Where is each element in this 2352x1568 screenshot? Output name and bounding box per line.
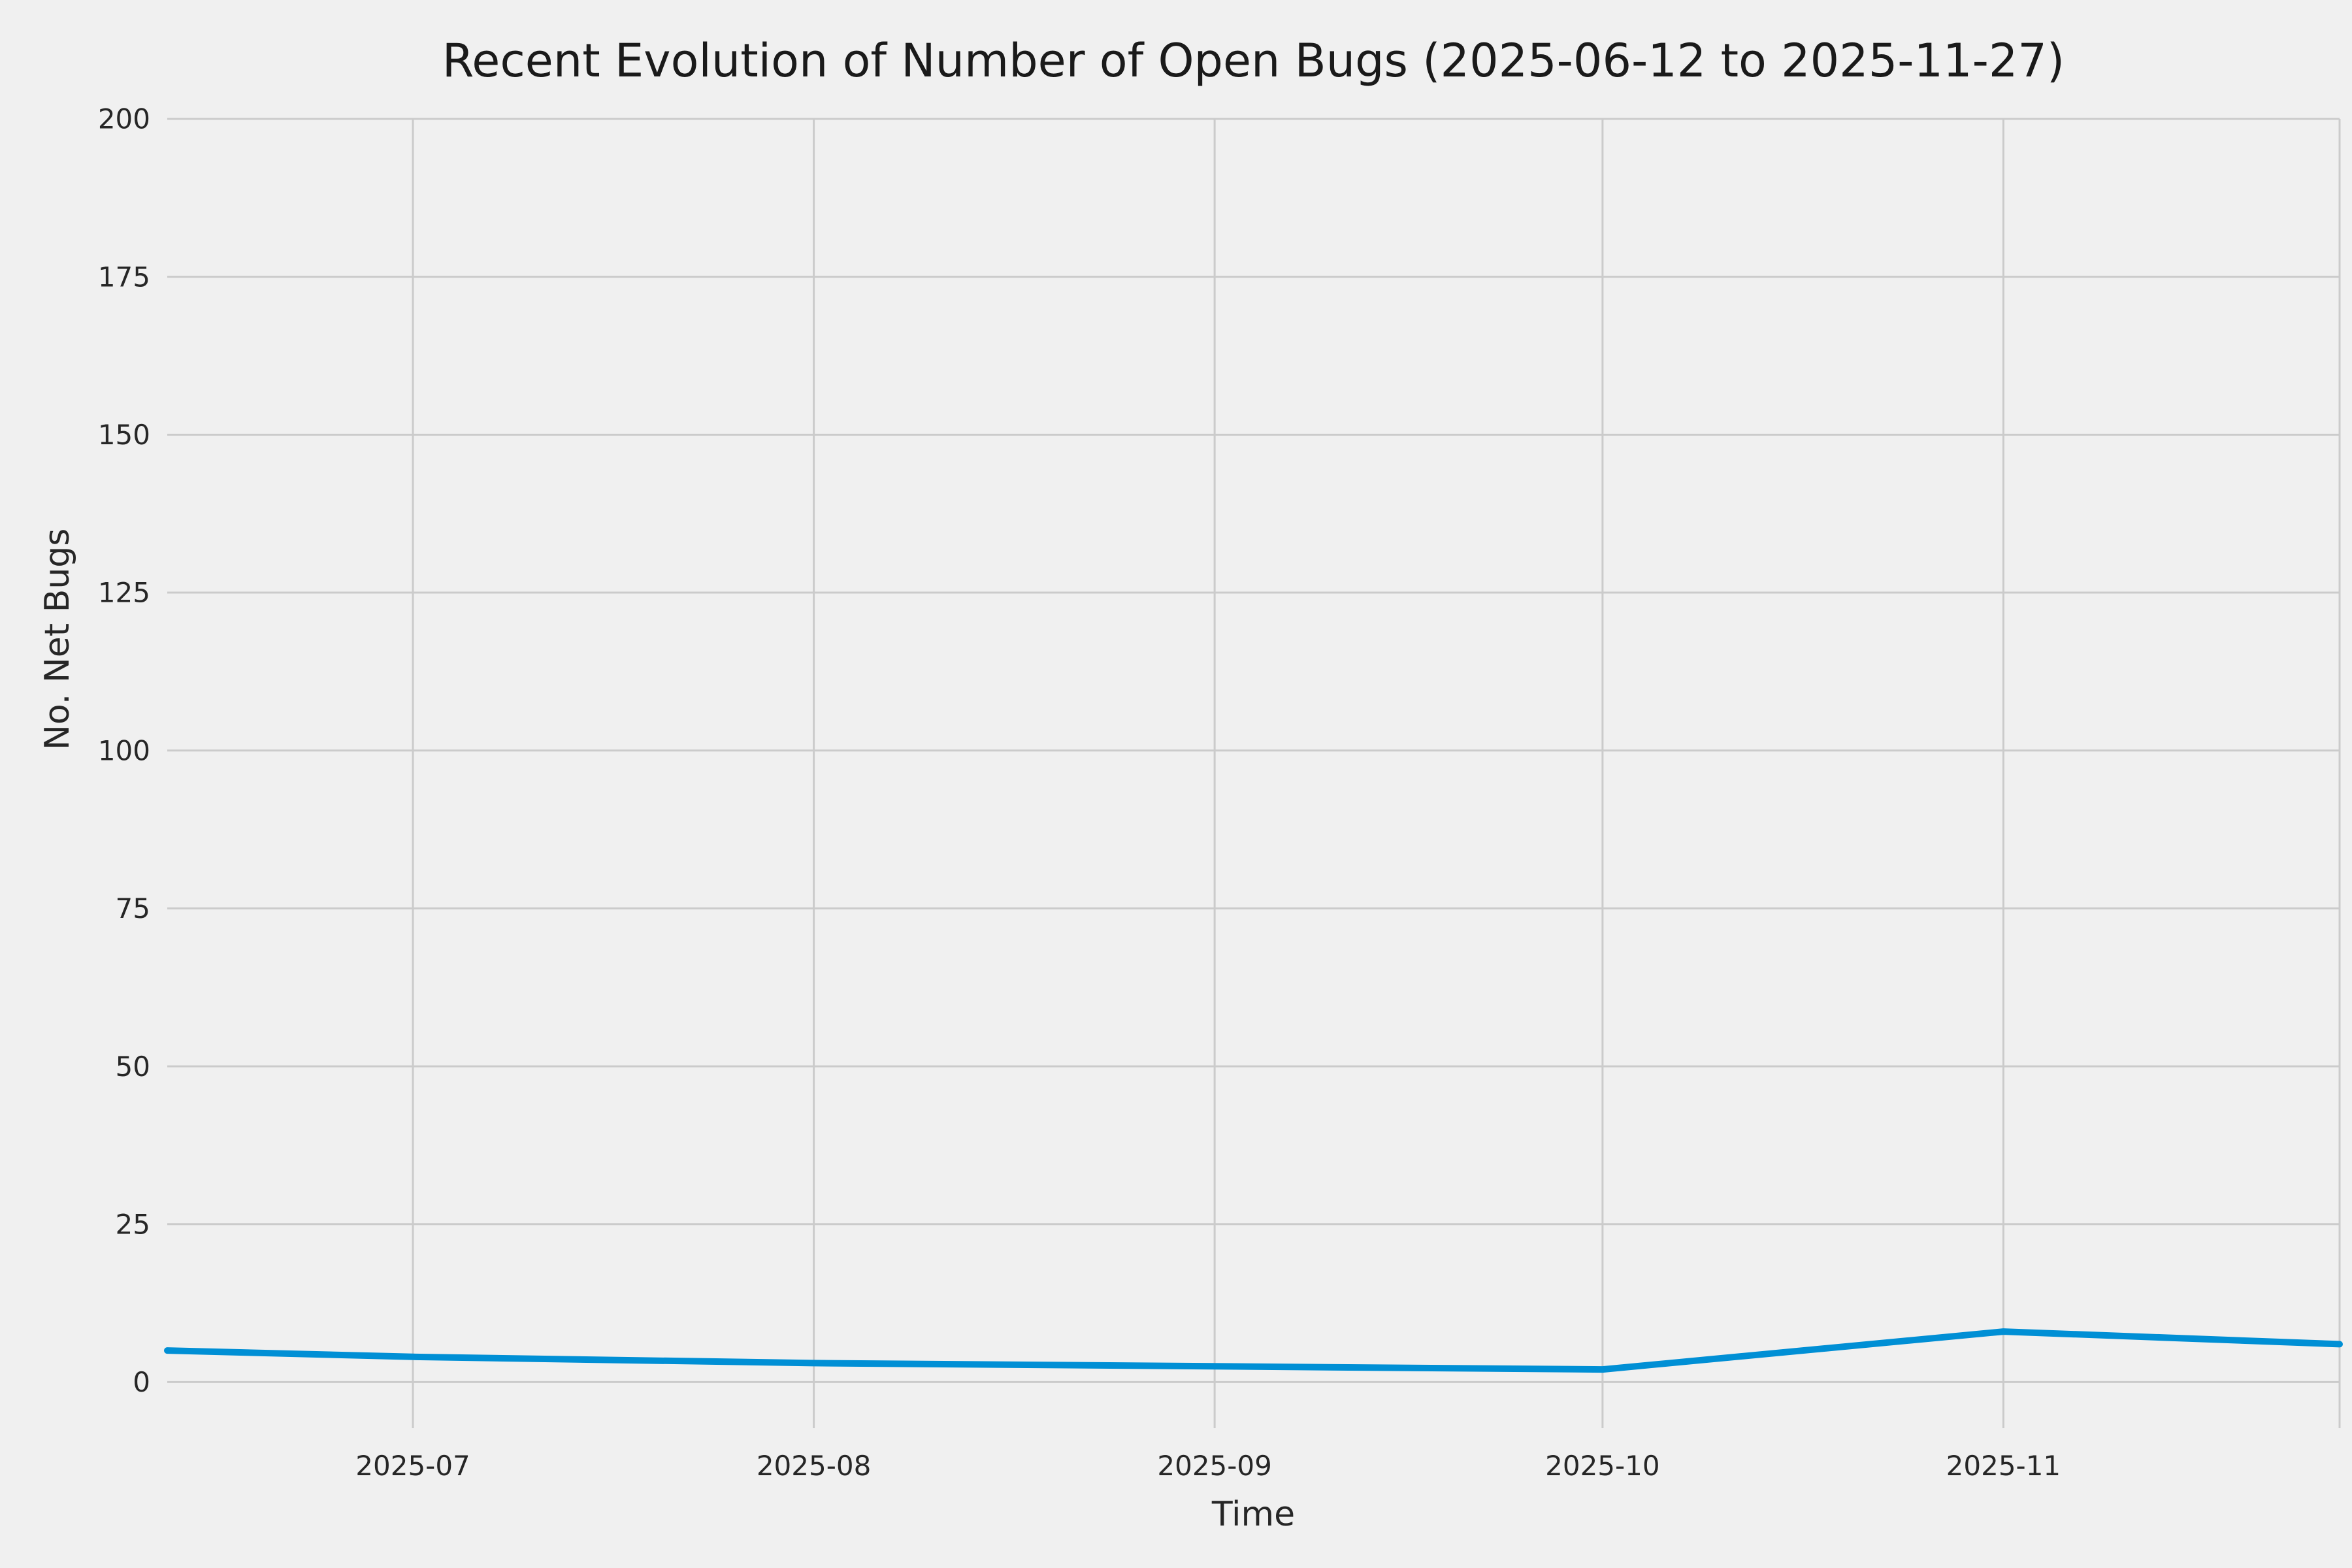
- open-bugs-line: [164, 1328, 2343, 1373]
- x-axis-label: Time: [1211, 1495, 1296, 1534]
- x-tick-label: 2025-07: [355, 1450, 470, 1482]
- chart-title: Recent Evolution of Number of Open Bugs …: [442, 34, 2065, 88]
- y-tick-label: 0: [133, 1366, 150, 1398]
- x-tick-label: 2025-09: [1157, 1450, 1272, 1482]
- y-tick-label: 25: [116, 1208, 150, 1240]
- y-tick-label: 100: [98, 734, 150, 766]
- x-tick-label: 2025-08: [757, 1450, 872, 1482]
- y-tick-label: 50: [116, 1051, 150, 1083]
- x-tick-label: 2025-11: [1946, 1450, 2061, 1482]
- plot-area: [167, 119, 2340, 1428]
- y-tick-label: 150: [98, 419, 150, 451]
- y-tick-label: 125: [98, 577, 150, 609]
- x-tick-label: 2025-10: [1545, 1450, 1660, 1482]
- y-tick-label: 175: [98, 261, 150, 293]
- y-tick-label: 200: [98, 103, 150, 135]
- y-tick-label: 75: [116, 892, 150, 924]
